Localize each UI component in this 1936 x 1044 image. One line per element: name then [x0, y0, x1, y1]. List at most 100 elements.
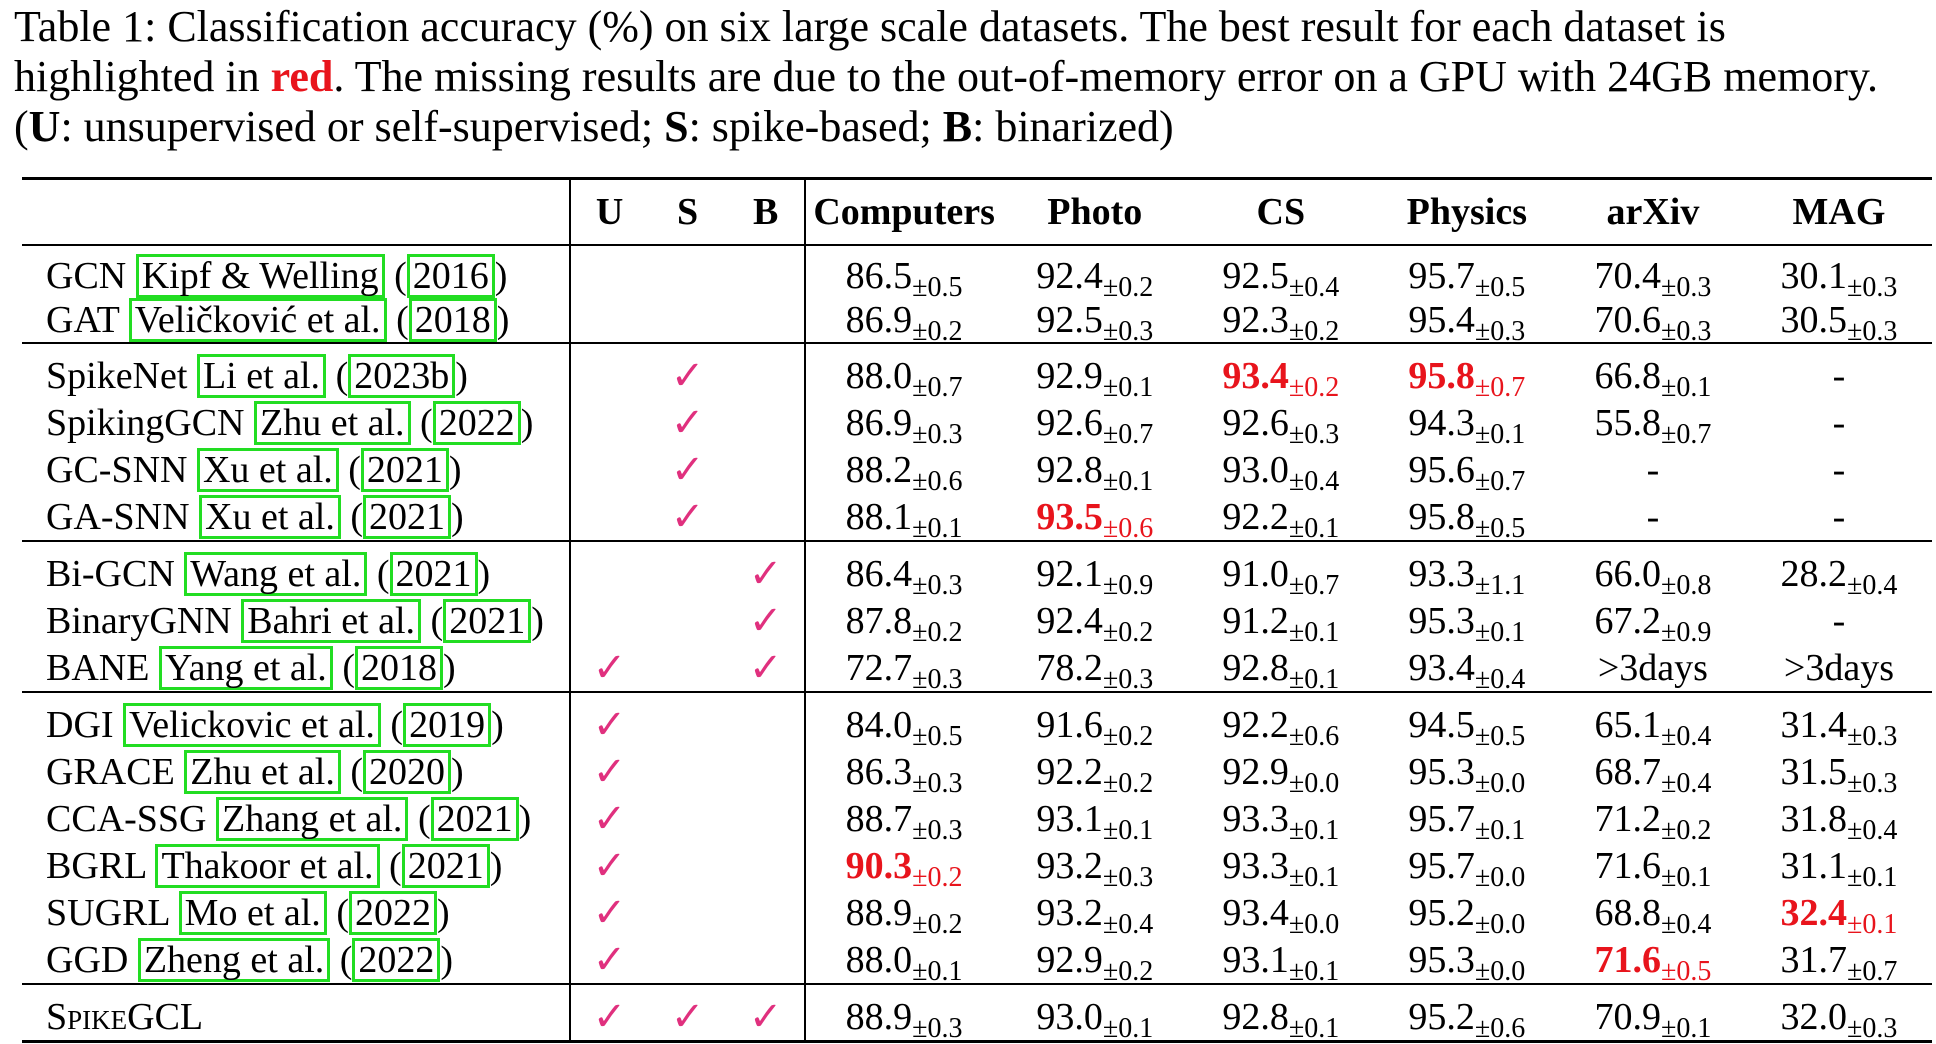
std-dev: ±0.6: [912, 465, 963, 497]
separator-cell: [805, 342, 1002, 352]
std-dev: ±0.3: [912, 767, 963, 799]
flag-s-cell: [648, 842, 727, 889]
citation-year-link[interactable]: 2021: [389, 551, 478, 596]
citation-author-link[interactable]: Wang et al.: [184, 551, 368, 596]
accuracy-value: 88.1: [845, 495, 913, 538]
value-cell: 84.0±0.5: [805, 701, 1001, 752]
accuracy-value: 93.4: [1222, 891, 1289, 934]
separator-cell: [1001, 342, 1188, 352]
citation-year-link[interactable]: 2022: [352, 937, 441, 982]
check-icon: ✓: [670, 353, 705, 398]
citation-year-link[interactable]: 2018: [408, 298, 497, 342]
std-dev: ±0.7: [912, 371, 963, 403]
citation-year-link[interactable]: 2021: [443, 598, 532, 643]
citation-author-link[interactable]: Veličković et al.: [128, 298, 387, 342]
separator-cell: [22, 983, 570, 993]
std-dev: ±0.5: [1660, 955, 1712, 987]
caption-u-key: U: [28, 102, 61, 151]
accuracy-value: 92.6: [1222, 401, 1289, 444]
flag-u-cell: ✓: [568, 842, 649, 889]
caption-u-desc: : unsupervised or self-supervised;: [60, 102, 665, 151]
table-row: BGRL Thakoor et al. (2021) ✓ 90.3±0.2 93.2±…: [22, 842, 1932, 893]
flag-s-cell: [648, 795, 727, 842]
std-dev: ±0.2: [1102, 272, 1154, 303]
citation-author-link[interactable]: Mo et al.: [178, 890, 327, 935]
caption-red-word: red: [270, 52, 334, 101]
std-dev: ±0.5: [1474, 720, 1526, 752]
citation-author-link[interactable]: Bahri et al.: [241, 598, 422, 643]
citation-author-link[interactable]: Zhu et al.: [253, 400, 411, 445]
citation-year-link[interactable]: 2020: [363, 749, 452, 794]
accuracy-value: 94.3: [1408, 401, 1475, 444]
accuracy-value: 88.2: [845, 448, 913, 491]
separator-cell: [648, 244, 727, 254]
citation-author-link[interactable]: Zhu et al.: [184, 749, 341, 794]
citation-author-link[interactable]: Xu et al.: [196, 447, 339, 492]
table-header-row: U S B Computers Photo CS Physics arXiv M…: [22, 178, 1932, 245]
citation-author-link[interactable]: Kipf & Welling: [135, 254, 385, 298]
table-row: CCA-SSG Zhang et al. (2021) ✓ 88.7±0.3 93.1…: [22, 795, 1932, 846]
accuracy-value: 95.3: [1408, 599, 1475, 642]
flag-u-cell: [568, 597, 649, 644]
group-separator: [22, 540, 1932, 550]
citation-author-link[interactable]: Thakoor et al.: [155, 843, 380, 888]
std-dev: ±0.1: [1660, 371, 1712, 403]
citation-year-link[interactable]: 2018: [354, 645, 443, 690]
value-cell: >3days: [1746, 644, 1932, 692]
citation-year-link[interactable]: 2021: [363, 494, 452, 539]
citation-author-link[interactable]: Li et al.: [196, 353, 327, 398]
value-cell: 30.5±0.3: [1746, 298, 1932, 347]
std-dev: ±0.3: [1847, 720, 1898, 752]
value-cell: 95.2±0.0: [1374, 889, 1560, 940]
accuracy-value: 95.6: [1408, 448, 1475, 491]
value-cell: 55.8±0.7: [1560, 399, 1746, 450]
value-cell: 86.4±0.3: [805, 550, 1001, 601]
citation-year-link[interactable]: 2022: [432, 400, 521, 445]
citation-author-link[interactable]: Zheng et al.: [137, 937, 331, 982]
std-dev: ±0.3: [1847, 1012, 1898, 1044]
flag-b-cell: [726, 352, 807, 399]
std-dev: ±0.0: [1474, 908, 1526, 940]
citation-year-link[interactable]: 2019: [403, 702, 492, 747]
citation-author-link[interactable]: Xu et al.: [199, 494, 341, 539]
accuracy-value: 30.5: [1780, 299, 1848, 341]
method-cell: BinaryGNN Bahri et al. (2021): [46, 598, 544, 643]
value-cell: -: [1560, 493, 1746, 541]
citation-author-link[interactable]: Yang et al.: [158, 645, 333, 690]
accuracy-value: 88.7: [845, 797, 913, 840]
value-cell: 93.3±1.1: [1374, 550, 1560, 601]
method-name: SpikingGCN: [46, 401, 245, 444]
value-cell: 93.0±0.1: [1002, 993, 1188, 1044]
accuracy-value: 68.7: [1594, 750, 1661, 793]
citation-year-link[interactable]: 2021: [360, 447, 449, 492]
citation-year-link[interactable]: 2023b: [348, 353, 456, 398]
separator-cell: [1373, 342, 1560, 352]
std-dev: ±0.4: [1660, 767, 1712, 799]
std-dev: ±0.4: [1288, 272, 1340, 303]
check-icon: ✓: [592, 796, 627, 841]
citation-year-link[interactable]: 2021: [430, 796, 519, 841]
citation-year-link[interactable]: 2021: [401, 843, 490, 888]
flag-s-cell: ✓: [648, 352, 727, 399]
accuracy-value: 93.3: [1222, 844, 1289, 887]
citation-author-link[interactable]: Velickovic et al.: [123, 702, 381, 747]
flag-b-cell: ✓: [726, 550, 807, 597]
accuracy-value: 70.6: [1594, 299, 1661, 341]
flag-u-cell: [568, 298, 649, 343]
std-dev: ±0.3: [1847, 767, 1898, 799]
flag-u-cell: [568, 352, 649, 399]
value-cell: -: [1560, 446, 1746, 493]
accuracy-value: 90.3: [845, 844, 913, 887]
accuracy-value: 32.4: [1780, 891, 1848, 934]
method-name: CCA-SSG: [46, 797, 207, 840]
method-cell: BGRL Thakoor et al. (2021): [46, 843, 503, 888]
accuracy-value: 91.2: [1222, 599, 1289, 642]
std-dev: ±0.7: [1847, 955, 1898, 987]
value-cell: 86.9±0.3: [805, 399, 1001, 450]
citation-year-link[interactable]: 2022: [348, 890, 437, 935]
flag-s-cell: ✓: [648, 446, 727, 493]
header-mag: MAG: [1792, 191, 1886, 233]
citation-year-link[interactable]: 2016: [406, 254, 495, 298]
accuracy-value: 88.0: [845, 354, 913, 397]
citation-author-link[interactable]: Zhang et al.: [216, 796, 409, 841]
